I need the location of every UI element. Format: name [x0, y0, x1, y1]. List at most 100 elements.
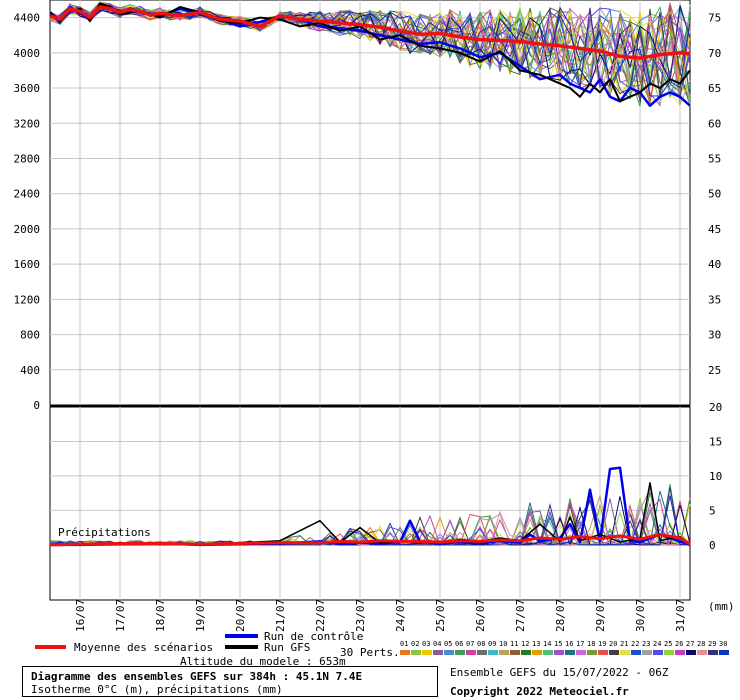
legend-pert-swatch	[543, 650, 553, 655]
legend-pert-number: 28	[697, 640, 705, 648]
x-tick-label: 29/07	[594, 599, 607, 632]
mean-precip-line	[49, 533, 691, 547]
legend-pert-swatch	[433, 650, 443, 655]
legend-pert-swatch	[444, 650, 454, 655]
legend-control-label: Run de contrôle	[264, 630, 363, 643]
legend-pert-number: 18	[587, 640, 595, 648]
legend-pert-swatch	[400, 650, 410, 655]
legend-pert-swatch	[532, 650, 542, 655]
y-right-tick-label: 65	[708, 82, 721, 95]
chart-title: Diagramme des ensembles GEFS sur 384h : …	[31, 670, 363, 683]
legend-pert-number: 08	[477, 640, 485, 648]
precip-label: Précipitations	[58, 526, 151, 539]
legend-pert-swatch	[598, 650, 608, 655]
legend-pert-swatch	[466, 650, 476, 655]
legend-pert-swatch	[620, 650, 630, 655]
axis-ticks: 16/07 17/07 18/07 19/07 20/07 21/07 22/07 23/07…	[14, 12, 735, 632]
precip-tick-label: 5	[709, 504, 716, 517]
legend-pert-number: 03	[422, 640, 430, 648]
x-tick-label: 31/07	[674, 599, 687, 632]
x-tick-label: 21/07	[274, 599, 287, 632]
y-right-tick-label: 60	[708, 117, 721, 130]
x-tick-label: 16/07	[74, 599, 87, 632]
y-left-tick-label: 2800	[14, 152, 41, 165]
y-left-tick-label: 1200	[14, 293, 41, 306]
y-right-tick-label: 25	[708, 364, 721, 377]
y-left-tick-label: 2400	[14, 188, 41, 201]
legend-pert-number: 17	[576, 640, 584, 648]
precip-unit: (mm)	[708, 600, 735, 613]
legend-pert-number: 27	[686, 640, 694, 648]
model-altitude: Altitude du modele : 653m	[180, 655, 346, 668]
legend-pert-number: 19	[598, 640, 606, 648]
precip-tick-label: 20	[709, 401, 722, 414]
y-left-tick-label: 1600	[14, 258, 41, 271]
legend-pert-number: 15	[554, 640, 562, 648]
x-tick-label: 17/07	[114, 599, 127, 632]
lower-panel-frame	[49, 406, 691, 601]
legend-pert-number: 09	[488, 640, 496, 648]
legend-pert-number: 13	[532, 640, 540, 648]
legend-pert-number: 05	[444, 640, 452, 648]
y-left-tick-label: 4000	[14, 47, 41, 60]
legend-pert-number: 20	[609, 640, 617, 648]
legend-pert-swatch	[719, 650, 729, 655]
legend-pert-swatch	[708, 650, 718, 655]
main-series-lines	[49, 2, 691, 547]
x-tick-label: 22/07	[314, 599, 327, 632]
x-tick-label: 24/07	[394, 599, 407, 632]
legend-pert-swatch	[697, 650, 707, 655]
legend-gfs-label: Run GFS	[264, 641, 310, 654]
legend-pert-swatch	[455, 650, 465, 655]
legend-perts-label: 30 Perts.	[340, 646, 400, 659]
y-left-tick-label: 4400	[14, 12, 41, 25]
y-right-tick-label: 55	[708, 152, 721, 165]
y-left-tick-label: 2000	[14, 223, 41, 236]
legend-pert-number: 01	[400, 640, 408, 648]
legend-pert-number: 24	[653, 640, 661, 648]
precip-tick-label: 15	[709, 435, 722, 448]
legend-pert-number: 21	[620, 640, 628, 648]
legend-pert-swatch	[422, 650, 432, 655]
y-right-tick-label: 30	[708, 329, 721, 342]
x-tick-label: 18/07	[154, 599, 167, 632]
x-tick-label: 20/07	[234, 599, 247, 632]
chart-subtitle: Isotherme 0°C (m), précipitations (mm)	[31, 683, 283, 696]
lower-panel-grid	[49, 406, 691, 601]
legend-pert-number: 26	[675, 640, 683, 648]
y-left-tick-label: 3200	[14, 117, 41, 130]
gfs-isotherm-line	[49, 2, 691, 103]
legend-pert-number: 12	[521, 640, 529, 648]
y-left-tick-label: 3600	[14, 82, 41, 95]
legend-pert-swatch	[587, 650, 597, 655]
legend: Moyenne des scénarios Run de contrôleRun …	[35, 630, 729, 659]
x-tick-label: 23/07	[354, 599, 367, 632]
perturbation-line	[49, 3, 691, 104]
y-right-tick-label: 75	[708, 12, 721, 25]
x-tick-label: 30/07	[634, 599, 647, 632]
y-right-tick-label: 35	[708, 293, 721, 306]
y-right-tick-label: 40	[708, 258, 721, 271]
y-left-tick-label: 0	[33, 399, 40, 412]
x-tick-label: 27/07	[514, 599, 527, 632]
legend-pert-swatch	[477, 650, 487, 655]
y-left-tick-label: 400	[20, 364, 40, 377]
y-left-tick-label: 800	[20, 329, 40, 342]
legend-pert-number: 10	[499, 640, 507, 648]
legend-pert-swatch	[609, 650, 619, 655]
legend-mean-label: Moyenne des scénarios	[74, 641, 213, 654]
legend-pert-swatch	[499, 650, 509, 655]
legend-pert-swatch	[631, 650, 641, 655]
legend-pert-number: 11	[510, 640, 518, 648]
legend-pert-number: 30	[719, 640, 727, 648]
legend-pert-swatch	[488, 650, 498, 655]
legend-pert-number: 25	[664, 640, 672, 648]
precip-tick-label: 10	[709, 470, 722, 483]
legend-pert-swatch	[510, 650, 520, 655]
run-info: Ensemble GEFS du 15/07/2022 - 06Z	[450, 666, 669, 679]
legend-pert-number: 22	[631, 640, 639, 648]
x-tick-label: 25/07	[434, 599, 447, 632]
legend-pert-number: 06	[455, 640, 463, 648]
y-right-tick-label: 70	[708, 47, 721, 60]
legend-pert-number: 07	[466, 640, 474, 648]
